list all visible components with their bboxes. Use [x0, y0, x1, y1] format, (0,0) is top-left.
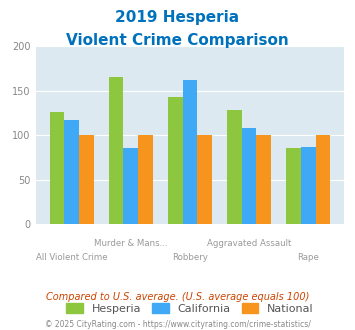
- Text: © 2025 CityRating.com - https://www.cityrating.com/crime-statistics/: © 2025 CityRating.com - https://www.city…: [45, 320, 310, 329]
- Bar: [256, 135, 271, 224]
- Bar: [197, 135, 212, 224]
- Bar: [50, 112, 64, 224]
- Bar: [316, 135, 330, 224]
- Bar: [109, 77, 124, 224]
- Bar: [168, 97, 182, 224]
- Bar: [301, 147, 316, 224]
- Text: Compared to U.S. average. (U.S. average equals 100): Compared to U.S. average. (U.S. average …: [46, 292, 309, 302]
- Legend: Hesperia, California, National: Hesperia, California, National: [61, 299, 318, 319]
- Text: Rape: Rape: [297, 253, 319, 262]
- Text: 2019 Hesperia: 2019 Hesperia: [115, 10, 240, 25]
- Text: Robbery: Robbery: [172, 253, 208, 262]
- Bar: [227, 110, 242, 224]
- Bar: [64, 120, 79, 224]
- Text: Murder & Mans...: Murder & Mans...: [94, 239, 168, 248]
- Bar: [182, 80, 197, 224]
- Bar: [79, 135, 94, 224]
- Text: Aggravated Assault: Aggravated Assault: [207, 239, 291, 248]
- Bar: [286, 148, 301, 224]
- Text: All Violent Crime: All Violent Crime: [36, 253, 108, 262]
- Bar: [242, 128, 256, 224]
- Text: Violent Crime Comparison: Violent Crime Comparison: [66, 33, 289, 48]
- Bar: [138, 135, 153, 224]
- Bar: [124, 148, 138, 224]
